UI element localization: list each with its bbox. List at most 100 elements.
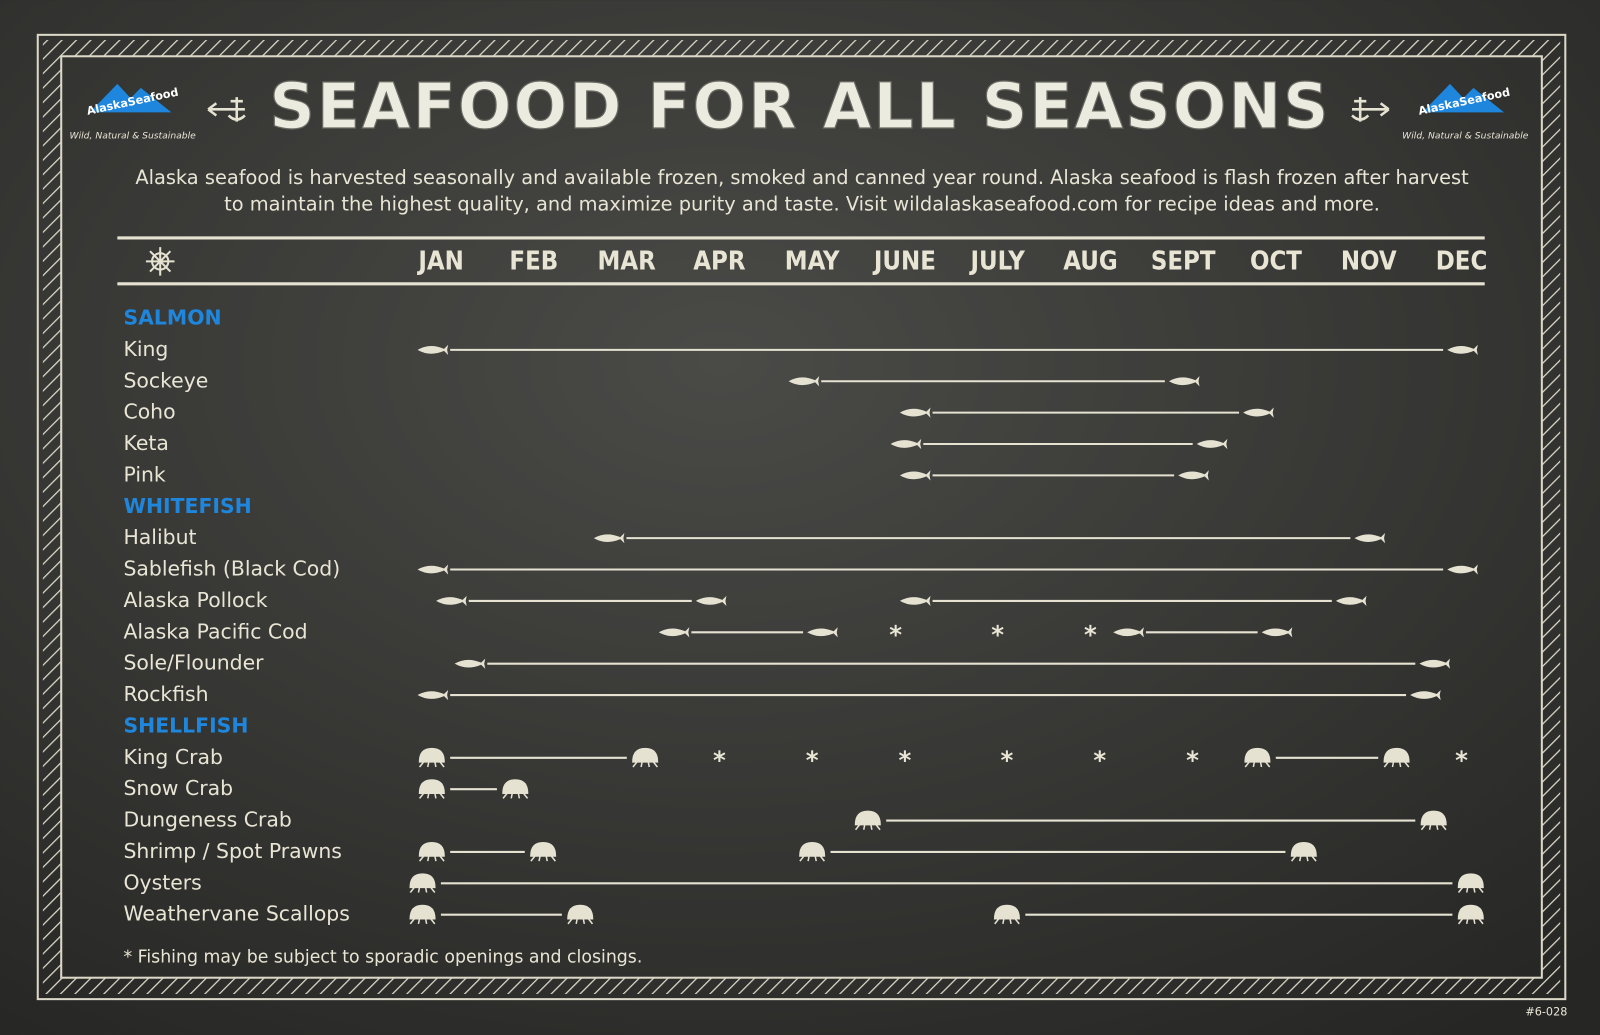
shell-body <box>418 779 445 799</box>
fish-icon <box>1113 627 1144 638</box>
shell-icon <box>409 904 436 925</box>
shell-icon <box>799 841 826 862</box>
fish-icon <box>1178 470 1209 481</box>
fish-icon <box>436 595 467 607</box>
logo-tagline: Wild, Natural & Sustainable <box>70 130 197 141</box>
fish-icon <box>1410 689 1441 701</box>
row-label: Snow Crab <box>123 776 233 800</box>
fish-body <box>807 627 838 638</box>
logo-tagline: Wild, Natural & Sustainable <box>1402 130 1529 141</box>
fish-body <box>1447 344 1478 355</box>
fish-icon <box>1447 564 1478 575</box>
fish-body <box>658 627 690 638</box>
month-label: DEC <box>1436 246 1488 276</box>
fish-body <box>1335 595 1367 607</box>
row-label: Weathervane Scallops <box>123 902 349 926</box>
shell-body <box>502 779 529 799</box>
shell-body <box>418 747 445 768</box>
fish-icon <box>899 407 931 418</box>
fish-body <box>899 470 931 481</box>
row-label: Coho <box>123 400 175 424</box>
helm-icon <box>145 247 175 276</box>
shell-body <box>409 904 436 925</box>
shell-icon <box>409 873 436 893</box>
shell-body <box>1383 747 1410 768</box>
shell-body <box>1244 747 1271 768</box>
fish-body <box>1419 658 1450 669</box>
row-label: Halibut <box>123 525 196 549</box>
fish-body <box>1410 689 1441 701</box>
fish-icon <box>807 627 838 638</box>
fish-body <box>417 344 449 355</box>
fish-body <box>1196 438 1228 450</box>
fish-body <box>890 438 922 450</box>
row-label: Shrimp / Spot Prawns <box>123 839 341 863</box>
shell-body <box>530 841 557 862</box>
fish-body <box>788 376 820 387</box>
fish-body <box>899 595 931 607</box>
shell-body <box>993 904 1020 925</box>
fish-body <box>436 595 467 607</box>
asterisk: * <box>889 620 902 649</box>
row-label: Sockeye <box>123 368 208 392</box>
row-label: Sablefish (Black Cod) <box>123 557 340 581</box>
fish-icon <box>899 470 931 481</box>
fish-body <box>1243 407 1274 418</box>
plot: JAN FEB MAR APR MAY JUNE JULY AUG SEPT OCT NOV DEC S… <box>123 246 1487 925</box>
fish-icon <box>788 376 820 387</box>
fish-icon <box>593 533 625 544</box>
row-label: Keta <box>123 431 168 455</box>
month-label: APR <box>693 246 746 276</box>
shell-icon <box>502 779 529 799</box>
shell-icon <box>1290 841 1317 862</box>
shell-icon <box>854 810 881 831</box>
fish-body <box>1168 376 1200 387</box>
shell-body <box>799 841 826 862</box>
month-label: SEPT <box>1151 246 1216 276</box>
subtitle: Alaska seafood is harvested seasonally a… <box>135 166 1469 189</box>
fish-icon <box>1419 658 1450 669</box>
fish-body <box>454 658 486 669</box>
fish-icon <box>1168 376 1200 387</box>
shell-body <box>418 841 445 862</box>
fish-icon <box>454 658 486 669</box>
shell-body <box>1457 904 1484 925</box>
shell-body <box>567 904 594 925</box>
row-label: King Crab <box>123 745 222 769</box>
shell-icon <box>1457 904 1484 925</box>
shell-icon <box>1457 873 1484 893</box>
shell-body <box>1420 810 1447 831</box>
fish-body <box>695 595 727 607</box>
row-label: Dungeness Crab <box>123 808 291 832</box>
title: SEAFOOD FOR ALL SEASONS <box>269 69 1330 143</box>
fish-icon <box>1261 627 1293 638</box>
row-label: Alaska Pacific Cod <box>123 619 307 643</box>
shell-icon <box>632 747 659 768</box>
fish-icon <box>417 689 449 701</box>
shell-body <box>409 873 436 893</box>
month-label: MAR <box>597 246 656 276</box>
asterisk: * <box>1455 746 1468 775</box>
fish-body <box>417 689 449 701</box>
fish-icon <box>417 564 449 575</box>
footnote: * Fishing may be subject to sporadic ope… <box>123 947 642 967</box>
month-label: OCT <box>1250 246 1302 276</box>
fish-icon <box>695 595 727 607</box>
shell-icon <box>1420 810 1447 831</box>
fish-body <box>417 564 449 575</box>
group-label: WHITEFISH <box>123 494 251 518</box>
row-label: Oysters <box>123 870 201 894</box>
month-label: NOV <box>1341 246 1397 276</box>
fish-icon <box>417 344 449 355</box>
row-label: Alaska Pollock <box>123 588 267 612</box>
row-label: King <box>123 337 168 361</box>
code: #6-028 <box>1525 1005 1567 1018</box>
shell-icon <box>530 841 557 862</box>
shell-icon <box>1244 747 1271 768</box>
asterisk: * <box>713 746 726 775</box>
header-rules <box>117 236 1485 286</box>
fish-icon <box>1447 344 1478 355</box>
month-label: JAN <box>416 246 463 276</box>
fish-body <box>593 533 625 544</box>
